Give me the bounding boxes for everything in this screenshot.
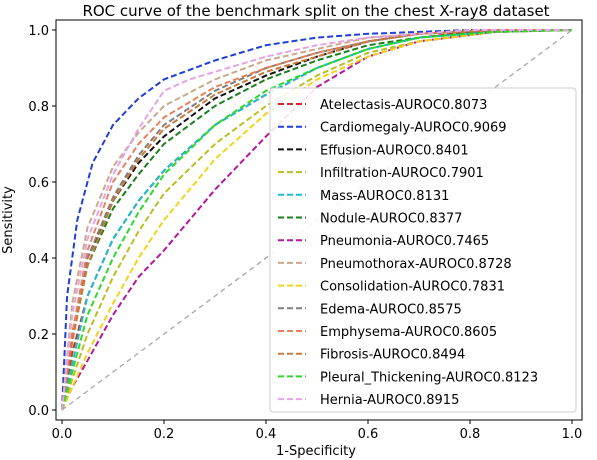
legend-label-4: Mass-AUROC0.8131: [320, 189, 449, 204]
series-line-12: [61, 29, 573, 411]
y-tick-label: 0.2: [28, 328, 49, 343]
x-tick-label: 1.0: [562, 427, 583, 442]
x-tick-label: 0.2: [154, 427, 175, 442]
y-tick-label: 1.0: [28, 24, 49, 39]
legend-label-13: Hernia-AUROC0.8915: [320, 393, 459, 408]
legend: Atelectasis-AUROC0.8073 Cardiomegaly-AURO…: [269, 87, 577, 413]
legend-label-9: Edema-AUROC0.8575: [320, 302, 462, 317]
series-line-1: [61, 29, 572, 411]
x-tick-label: 0.6: [358, 427, 379, 442]
y-tick-label: 0.6: [28, 176, 49, 191]
x-axis-label: 1-Specificity: [276, 444, 356, 459]
y-tick-label: 0.4: [28, 252, 49, 267]
y-tick-label: 0.0: [28, 404, 49, 419]
y-tick-label: 0.8: [28, 100, 49, 115]
legend-label-0: Atelectasis-AUROC0.8073: [320, 98, 487, 113]
chart-title: ROC curve of the benchmark split on the …: [82, 2, 549, 20]
legend-label-2: Effusion-AUROC0.8401: [320, 143, 469, 158]
legend-label-10: Emphysema-AUROC0.8605: [320, 325, 497, 340]
axes-frame: [55, 19, 583, 421]
series-line-9: [61, 29, 572, 411]
series-line-8: [61, 29, 573, 411]
legend-box: [269, 87, 577, 413]
legend-label-8: Consolidation-AUROC0.7831: [320, 280, 505, 295]
plot-area: 0.00.0 0.2 0.2 0.4 0.4 0.6 0.6 0.8 0.8 1.0 1.0: [28, 19, 583, 442]
legend-label-12: Pleural_Thickening-AUROC0.8123: [320, 370, 538, 385]
x-tick-label: 0.0: [52, 427, 73, 442]
legend-label-5: Nodule-AUROC0.8377: [320, 212, 462, 227]
legend-label-1: Cardiomegaly-AUROC0.9069: [320, 121, 507, 136]
x-tick-label: 0.8: [460, 427, 481, 442]
x-tick-label: 0.4: [256, 427, 277, 442]
legend-label-6: Pneumonia-AUROC0.7465: [320, 234, 489, 249]
legend-label-11: Fibrosis-AUROC0.8494: [320, 348, 465, 363]
legend-label-3: Infiltration-AUROC0.7901: [320, 166, 484, 181]
legend-label-7: Pneumothorax-AUROC0.8728: [320, 257, 512, 272]
y-axis-label: Sensitivity: [1, 186, 16, 254]
series-line-13: [61, 29, 572, 411]
